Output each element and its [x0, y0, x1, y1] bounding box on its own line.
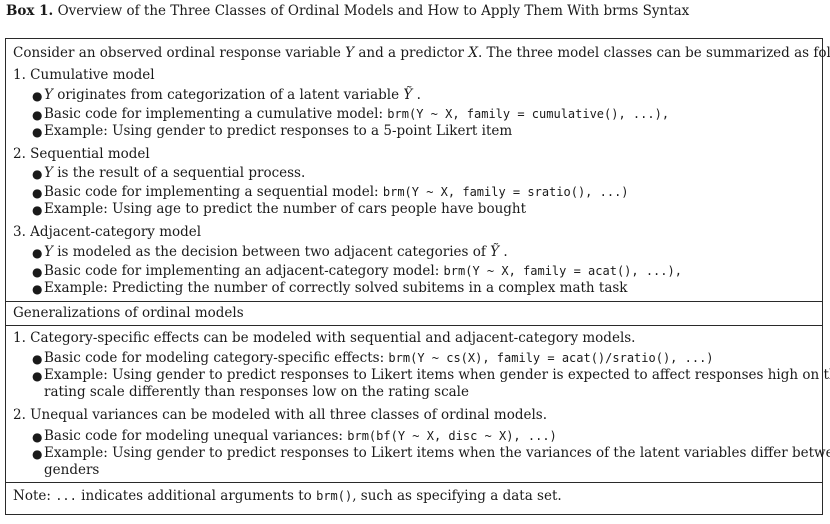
model-3-bullet-2: Basic code for implementing an adjacent-… [44, 263, 682, 279]
generalization-2-bullet-1: Basic code for modeling unequal variance… [44, 428, 557, 444]
generalization-2-bullet-2: Example: Using gender to predict respons… [44, 445, 830, 478]
generalization-2-heading: 2. Unequal variances can be modeled with… [13, 407, 548, 423]
bullet-dot: ● [32, 265, 43, 279]
model-3-heading: 3. Adjacent-category model [13, 224, 202, 240]
section-divider [6, 325, 822, 326]
bullet-dot: ● [32, 430, 43, 444]
bullet-dot: ● [32, 447, 43, 461]
generalizations-heading: Generalizations of ordinal models [13, 305, 244, 321]
bullet-dot: ● [32, 167, 43, 181]
note-text: Note: ... indicates additional arguments… [13, 488, 562, 504]
bullet-dot: ● [32, 108, 43, 122]
bullet-dot: ● [32, 186, 43, 200]
box-title-text: Overview of the Three Classes of Ordinal… [57, 3, 690, 19]
model-2-bullet-2: Basic code for implementing a sequential… [44, 184, 629, 200]
model-2-heading: 2. Sequential model [13, 146, 150, 162]
section-divider [6, 301, 822, 302]
bullet-dot: ● [32, 352, 43, 366]
bullet-dot: ● [32, 369, 43, 383]
bullet-dot: ● [32, 203, 43, 217]
model-1-bullet-2: Basic code for implementing a cumulative… [44, 106, 670, 122]
bullet-dot: ● [32, 282, 43, 296]
model-2-bullet-3: Example: Using age to predict the number… [44, 201, 527, 217]
bullet-dot: ● [32, 89, 43, 103]
generalization-1-bullet-1: Basic code for modeling category-specifi… [44, 350, 714, 366]
box-title: Box 1. Overview of the Three Classes of … [6, 3, 689, 19]
model-2-bullet-1: Y is the result of a sequential process. [44, 165, 306, 181]
model-3-bullet-1: Y is modeled as the decision between two… [44, 244, 508, 260]
bullet-dot: ● [32, 125, 43, 139]
bullet-dot: ● [32, 246, 43, 260]
model-1-bullet-3: Example: Using gender to predict respons… [44, 123, 513, 139]
model-3-bullet-3: Example: Predicting the number of correc… [44, 280, 628, 296]
content-box: Consider an observed ordinal response va… [5, 38, 830, 515]
generalization-1-bullet-2: Example: Using gender to predict respons… [44, 367, 830, 400]
generalization-1-heading: 1. Category-specific effects can be mode… [13, 330, 636, 346]
box-label: Box 1. [6, 3, 54, 19]
model-1-heading: 1. Cumulative model [13, 67, 155, 83]
model-1-bullet-1: Y originates from categorization of a la… [44, 87, 421, 103]
intro-text: Consider an observed ordinal response va… [13, 45, 830, 61]
section-divider [6, 482, 822, 483]
